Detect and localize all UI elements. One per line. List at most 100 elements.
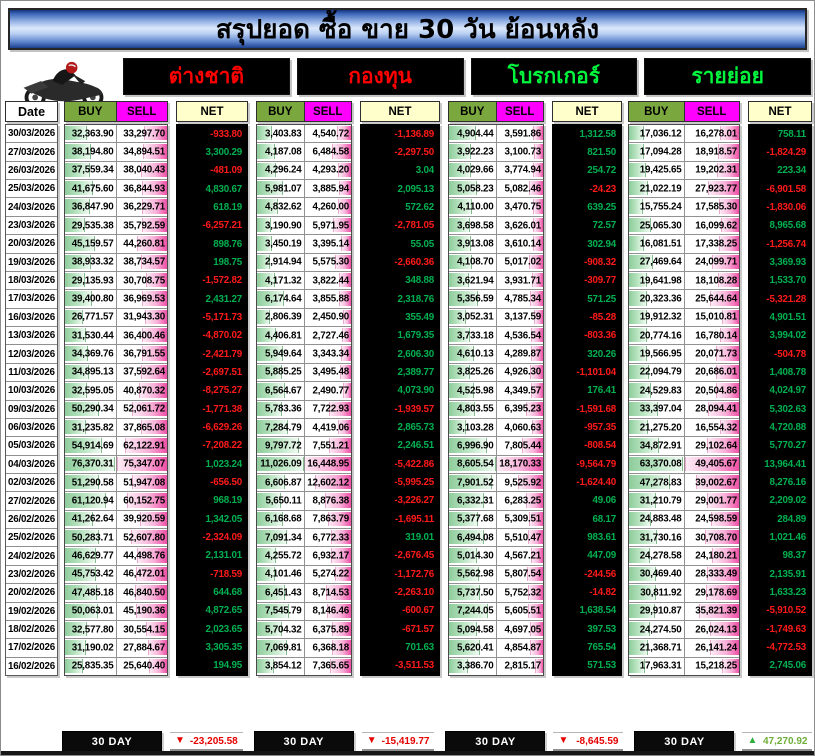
sell-value: 3,931.71	[504, 275, 541, 287]
buy-data-bar	[257, 272, 276, 288]
buy-data-bar	[65, 511, 93, 527]
sell-cell: 62,122.91	[116, 437, 167, 455]
sell-cell: 19,202.31	[684, 161, 739, 180]
buy-value: 31,235.82	[71, 422, 114, 434]
sell-data-bar	[529, 640, 543, 655]
sell-value: 36,229.71	[123, 201, 165, 213]
net-cell: 198.75	[213, 256, 242, 268]
date-cell: 16/02/2026	[6, 657, 57, 675]
net-cell: 618.19	[213, 201, 242, 213]
buy-data-bar	[449, 254, 472, 269]
sell-value: 29,102.64	[695, 440, 737, 452]
buy-data-bar	[65, 474, 100, 490]
sell-cell: 4,567.21	[496, 547, 543, 565]
net-cell: 397.53	[587, 623, 616, 635]
buy-cell: 7,901.52	[449, 473, 496, 492]
sell-cell: 44,260.81	[116, 235, 167, 253]
sell-value: 2,815.17	[504, 660, 541, 672]
buy-value: 9,797.72	[264, 440, 302, 452]
buy-data-bar	[257, 346, 283, 361]
sell-cell: 46,840.50	[116, 584, 167, 602]
buy-value: 50,290.34	[71, 403, 114, 415]
net-cell: -6,257.21	[202, 220, 242, 232]
sell-data-bar	[315, 474, 351, 490]
sell-value: 27,923.77	[695, 183, 737, 195]
net-cell: -2,421.79	[202, 348, 242, 360]
date-cell: 18/03/2026	[6, 271, 57, 290]
sell-data-bar	[338, 162, 351, 178]
sell-value: 4,926.30	[504, 366, 541, 378]
buy-value: 17,094.28	[639, 146, 682, 158]
buy-value: 31,530.44	[71, 330, 114, 342]
sell-value: 4,697.05	[504, 624, 541, 636]
buy-cell: 4,296.24	[257, 161, 304, 180]
sell-cell: 6,932.17	[304, 547, 351, 565]
buy-cell: 6,996.90	[449, 437, 496, 455]
buy-value: 5,058.23	[456, 183, 494, 195]
sell-data-bar	[718, 199, 739, 214]
date-cell: 23/02/2026	[6, 565, 57, 584]
buy-cell: 16,081.51	[629, 235, 684, 253]
sell-data-bar	[340, 236, 351, 251]
sell-data-bar	[332, 144, 351, 159]
sell-data-bar	[337, 419, 351, 435]
buy-value: 38,933.32	[71, 256, 114, 268]
net-cell: 284.89	[777, 513, 806, 525]
buy-data-bar	[629, 126, 645, 141]
buy-cell: 19,641.98	[629, 271, 684, 290]
sell-data-bar	[518, 474, 543, 490]
buy-cell: 5,737.50	[449, 584, 496, 602]
buy-cell: 15,755.24	[629, 198, 684, 216]
sell-value: 4,567.21	[504, 550, 541, 562]
buy-data-bar	[257, 162, 276, 178]
buy-value: 6,564.67	[264, 385, 302, 397]
sell-cell: 36,791.55	[116, 345, 167, 363]
buy-value: 11,026.09	[260, 458, 302, 470]
net-cell: 2,389.77	[397, 366, 434, 378]
buy-data-bar	[629, 309, 647, 325]
net-cell: 2,135.91	[769, 568, 806, 580]
buy-value: 25,065.30	[639, 220, 682, 231]
buy-value: 19,425.65	[639, 164, 682, 176]
net-column-header: NET	[748, 101, 812, 122]
sell-value: 2,450.90	[312, 311, 349, 323]
sell-value: 6,932.17	[312, 550, 349, 562]
buy-cell: 11,026.09	[257, 455, 304, 473]
buy-value: 3,190.90	[264, 220, 302, 231]
net-cell: -2,297.50	[394, 146, 434, 158]
buy-value: 47,485.18	[71, 587, 114, 599]
sell-data-bar	[718, 272, 739, 288]
trend-arrow-icon: ▲	[747, 735, 758, 746]
buy-data-bar	[65, 328, 87, 343]
buy-data-bar	[629, 236, 644, 251]
net-cell: 302.94	[587, 238, 616, 250]
footer-30day-label: 30 DAY	[634, 731, 735, 752]
sell-data-bar	[141, 346, 167, 361]
net-cell: 1,408.78	[769, 366, 806, 378]
fund-net-body: -1,136.89 -2,297.50 3.04 2,095.13 572.62 -2,7…	[360, 124, 440, 676]
date-cell: 18/02/2026	[6, 620, 57, 639]
buy-data-bar	[257, 291, 284, 306]
sell-data-bar	[141, 364, 167, 380]
buy-cell: 32,577.80	[65, 620, 116, 639]
net-cell: -14.82	[589, 586, 616, 598]
buy-data-bar	[257, 236, 273, 251]
net-cell: 2,745.06	[769, 660, 806, 672]
buy-data-bar	[449, 603, 489, 618]
sell-cell: 7,365.65	[304, 657, 351, 675]
buy-data-bar	[629, 456, 684, 471]
sell-value: 17,338.25	[695, 238, 737, 250]
sell-cell: 30,708.75	[116, 271, 167, 290]
motorcycle-icon	[23, 61, 104, 108]
sell-cell: 7,722.93	[304, 400, 351, 418]
retail-buy-sell-header: BUY SELL	[628, 101, 740, 122]
footer-30day-value-retail: ▲ 47,270.92	[742, 732, 813, 751]
sell-value: 8,714.53	[312, 587, 349, 599]
net-cell: -2,324.09	[202, 531, 242, 543]
sell-value: 28,333.49	[695, 568, 737, 580]
sell-data-bar	[522, 438, 543, 453]
buy-data-bar	[257, 419, 289, 435]
sell-cell: 3,885.94	[304, 180, 351, 198]
date-cell: 19/02/2026	[6, 602, 57, 620]
sell-data-bar	[717, 162, 739, 178]
